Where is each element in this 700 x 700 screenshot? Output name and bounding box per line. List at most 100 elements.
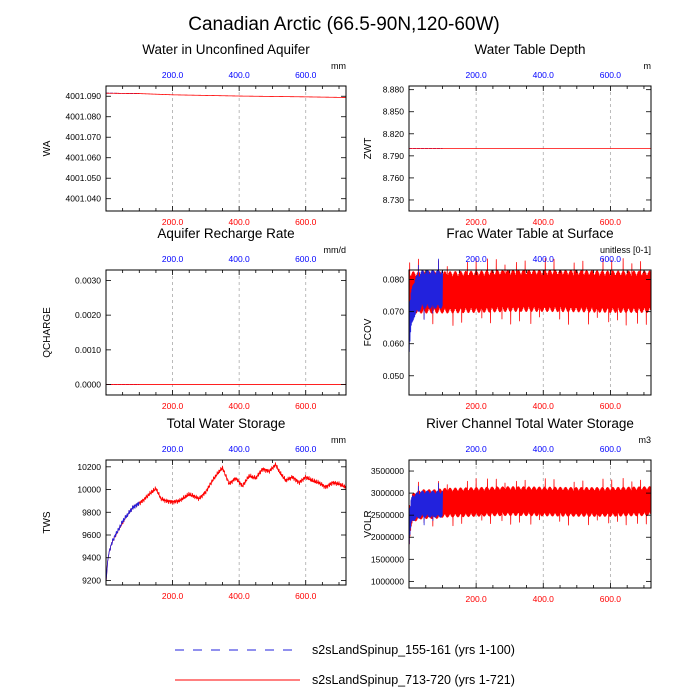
y-tick-label-tws-0: 9200 bbox=[82, 575, 101, 585]
y-tick-label-fcov-1: 0.060 bbox=[383, 339, 405, 349]
y-tick-label-zwt-4: 8.850 bbox=[383, 107, 405, 117]
panel-fcov: Frac Water Table at Surface unitless [0-1… bbox=[363, 226, 652, 411]
y-axis-label-wa: WA bbox=[42, 140, 53, 156]
x-tick-label-top-fcov-1: 400.0 bbox=[533, 254, 555, 264]
y-tick-label-qcharge-2: 0.0020 bbox=[75, 310, 101, 320]
y-tick-label-wa-1: 4001.050 bbox=[66, 173, 102, 183]
x-tick-label-bottom-zwt-2: 600.0 bbox=[600, 217, 622, 227]
x-tick-label-bottom-wa-0: 200.0 bbox=[162, 217, 184, 227]
x-tick-label-bottom-zwt-0: 200.0 bbox=[465, 217, 487, 227]
plot-frame-volr bbox=[408, 459, 652, 589]
x-tick-label-bottom-fcov-2: 600.0 bbox=[600, 401, 622, 411]
x-tick-label-top-volr-2: 600.0 bbox=[600, 444, 622, 454]
y-tick-label-volr-5: 3500000 bbox=[371, 466, 404, 476]
series-tws-2 bbox=[105, 462, 347, 583]
y-tick-label-wa-5: 4001.090 bbox=[66, 91, 102, 101]
x-tick-label-bottom-wa-1: 400.0 bbox=[229, 217, 251, 227]
y-tick-label-tws-3: 9800 bbox=[82, 507, 101, 517]
panel-qcharge: Aquifer Recharge Rate mm/d QCHARGE 200.0 400… bbox=[42, 226, 347, 411]
panel-title-volr: River Channel Total Water Storage bbox=[426, 416, 634, 431]
series-volr-2 bbox=[408, 477, 652, 545]
x-tick-label-bottom-tws-2: 600.0 bbox=[295, 591, 317, 601]
x-tick-label-bottom-qcharge-1: 400.0 bbox=[229, 401, 251, 411]
y-tick-label-wa-4: 4001.080 bbox=[66, 112, 102, 122]
x-tick-label-top-fcov-2: 600.0 bbox=[600, 254, 622, 264]
y-tick-label-zwt-2: 8.790 bbox=[383, 151, 405, 161]
units-label-zwt: m bbox=[644, 61, 652, 71]
y-axis-label-fcov: FCOV bbox=[363, 318, 374, 346]
x-tick-label-bottom-qcharge-0: 200.0 bbox=[162, 401, 184, 411]
x-tick-label-top-fcov-0: 200.0 bbox=[465, 254, 487, 264]
x-tick-label-bottom-qcharge-2: 600.0 bbox=[295, 401, 317, 411]
x-tick-label-top-volr-1: 400.0 bbox=[533, 444, 555, 454]
units-label-wa: mm bbox=[331, 61, 346, 71]
y-tick-label-qcharge-3: 0.0030 bbox=[75, 275, 101, 285]
panel-title-tws: Total Water Storage bbox=[167, 416, 286, 431]
x-tick-label-bottom-fcov-1: 400.0 bbox=[533, 401, 555, 411]
y-tick-label-wa-3: 4001.070 bbox=[66, 132, 102, 142]
x-tick-label-bottom-zwt-1: 400.0 bbox=[533, 217, 555, 227]
x-tick-label-bottom-tws-0: 200.0 bbox=[162, 591, 184, 601]
x-tick-label-top-tws-1: 400.0 bbox=[229, 444, 251, 454]
x-tick-label-top-wa-1: 400.0 bbox=[229, 70, 251, 80]
x-tick-label-bottom-volr-1: 400.0 bbox=[533, 594, 555, 604]
panel-zwt: Water Table Depth m ZWT 200.0 400.0 600.0 200.… bbox=[363, 42, 652, 227]
y-tick-label-tws-5: 10200 bbox=[77, 462, 101, 472]
units-label-tws: mm bbox=[331, 435, 346, 445]
y-tick-label-volr-1: 1500000 bbox=[371, 554, 404, 564]
y-tick-label-zwt-0: 8.730 bbox=[383, 195, 405, 205]
legend-label-series-1: s2sLandSpinup_155-161 (yrs 1-100) bbox=[312, 643, 515, 657]
x-tick-label-bottom-volr-2: 600.0 bbox=[600, 594, 622, 604]
panel-volr: River Channel Total Water Storagem3VOLR2… bbox=[363, 416, 652, 604]
y-tick-label-zwt-1: 8.760 bbox=[383, 173, 405, 183]
series-volr-1 bbox=[408, 482, 443, 545]
x-tick-label-top-qcharge-2: 600.0 bbox=[295, 254, 317, 264]
figure-title: Canadian Arctic (66.5-90N,120-60W) bbox=[188, 14, 500, 35]
legend-label-series-2: s2sLandSpinup_713-720 (yrs 1-721) bbox=[312, 673, 515, 687]
x-tick-label-top-zwt-1: 400.0 bbox=[533, 70, 555, 80]
y-tick-label-volr-0: 1000000 bbox=[371, 576, 404, 586]
units-label-volr: m3 bbox=[638, 435, 651, 445]
panel-title-zwt: Water Table Depth bbox=[474, 42, 585, 57]
y-axis-label-zwt: ZWT bbox=[363, 138, 374, 160]
y-tick-label-volr-3: 2500000 bbox=[371, 510, 404, 520]
y-tick-label-qcharge-0: 0.0000 bbox=[75, 380, 101, 390]
x-tick-label-top-zwt-2: 600.0 bbox=[600, 70, 622, 80]
panel-wa: Water in Unconfined Aquifer mm WA 200.0 400.… bbox=[42, 42, 347, 227]
x-tick-label-bottom-wa-2: 600.0 bbox=[295, 217, 317, 227]
x-tick-label-bottom-tws-1: 400.0 bbox=[229, 591, 251, 601]
x-tick-label-top-wa-0: 200.0 bbox=[162, 70, 184, 80]
legend: s2sLandSpinup_155-161 (yrs 1-100) s2sLan… bbox=[175, 643, 515, 687]
y-tick-label-volr-2: 2000000 bbox=[371, 532, 404, 542]
units-label-qcharge: mm/d bbox=[324, 245, 347, 255]
x-tick-label-top-qcharge-1: 400.0 bbox=[229, 254, 251, 264]
x-tick-label-top-wa-2: 600.0 bbox=[295, 70, 317, 80]
plot-frame-fcov bbox=[408, 269, 652, 396]
x-tick-label-top-tws-2: 600.0 bbox=[295, 444, 317, 454]
x-tick-label-bottom-volr-0: 200.0 bbox=[465, 594, 487, 604]
y-tick-label-volr-4: 3000000 bbox=[371, 488, 404, 498]
y-tick-label-wa-2: 4001.060 bbox=[66, 153, 102, 163]
plot-frame-wa bbox=[105, 85, 347, 212]
y-axis-label-volr: VOLR bbox=[363, 510, 374, 537]
panel-title-qcharge: Aquifer Recharge Rate bbox=[157, 226, 294, 241]
y-tick-label-fcov-3: 0.080 bbox=[383, 275, 405, 285]
y-tick-label-tws-4: 10000 bbox=[77, 485, 101, 495]
plot-frame-zwt bbox=[408, 85, 652, 212]
y-tick-label-fcov-0: 0.050 bbox=[383, 371, 405, 381]
series-wa-2 bbox=[105, 92, 347, 98]
y-axis-label-qcharge: QCHARGE bbox=[42, 307, 53, 358]
units-label-fcov: unitless [0-1] bbox=[600, 245, 651, 255]
y-tick-label-zwt-3: 8.820 bbox=[383, 129, 405, 139]
series-tws-1 bbox=[105, 501, 140, 583]
y-tick-label-zwt-5: 8.880 bbox=[383, 85, 405, 95]
y-axis-label-tws: TWS bbox=[42, 511, 53, 534]
panel-title-fcov: Frac Water Table at Surface bbox=[446, 226, 613, 241]
y-tick-label-qcharge-1: 0.0010 bbox=[75, 345, 101, 355]
panel-title-wa: Water in Unconfined Aquifer bbox=[142, 42, 310, 57]
y-tick-label-wa-0: 4001.040 bbox=[66, 194, 102, 204]
series-fcov-2 bbox=[408, 257, 652, 326]
y-tick-label-fcov-2: 0.070 bbox=[383, 307, 405, 317]
plot-frame-tws bbox=[105, 459, 347, 586]
